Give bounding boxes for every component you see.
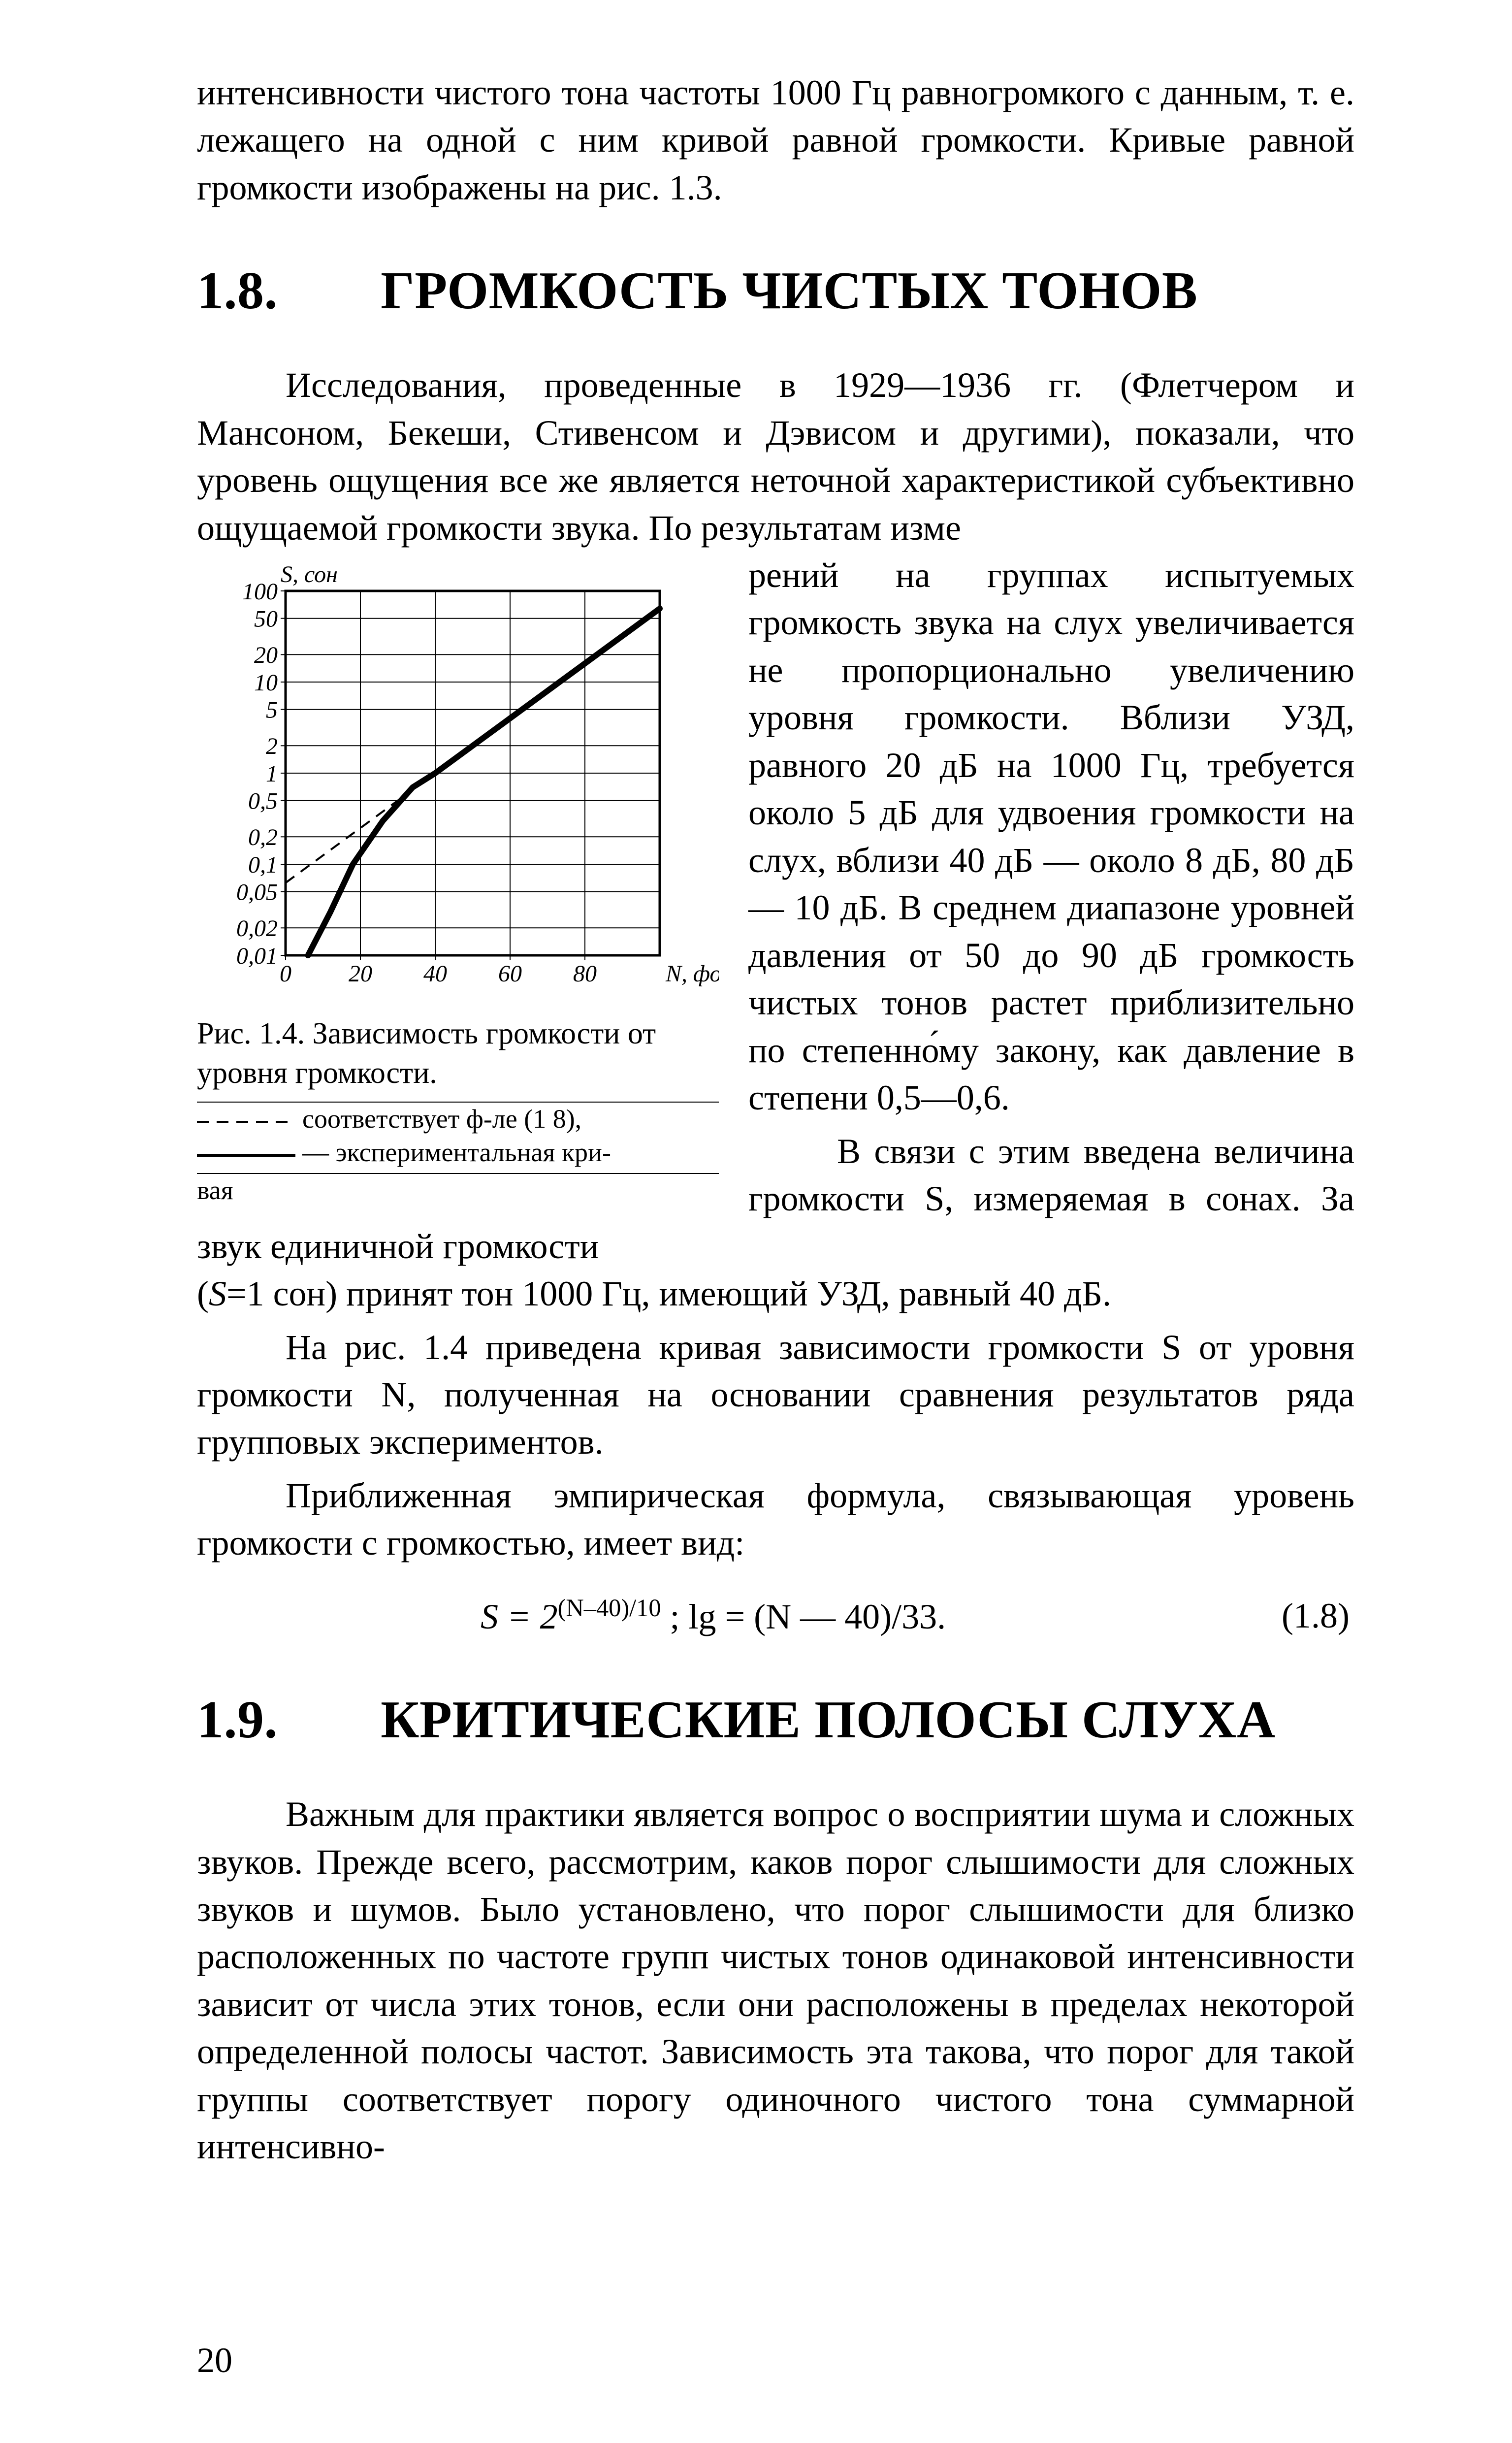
figure-caption: Рис. 1.4. Зависимость громкости от уровн… [197,1014,719,1093]
equation-number: (1.8) [1282,1592,1354,1639]
intro-paragraph: интенсивности чистого тона частоты 1000 … [197,69,1354,211]
svg-text:40: 40 [423,961,447,987]
equation-content: S = 2(N–40)/10 ; lg = (N — 40)/33. [197,1592,1282,1640]
svg-text:0,1: 0,1 [248,852,278,878]
svg-text:80: 80 [573,961,597,987]
svg-text:S, сон: S, сон [281,561,338,587]
svg-text:0: 0 [280,961,291,987]
figure-legend: соответствует ф-ле (1 8), — эксперимента… [197,1102,719,1207]
legend-text-2: — экспериментальная кри- [302,1136,719,1170]
svg-text:20: 20 [349,961,372,987]
p1-lead: Исследования, проведенные в 1929—1936 гг… [197,361,1354,552]
p3: На рис. 1.4 приведена кривая зависимости… [197,1324,1354,1466]
legend-text-1: соответствует ф-ле (1 8), [302,1103,719,1136]
legend-dash-sample [197,1103,295,1136]
svg-text:0,05: 0,05 [236,879,278,905]
svg-text:0,02: 0,02 [236,915,278,942]
svg-text:0,2: 0,2 [248,824,278,850]
svg-text:50: 50 [254,606,278,632]
legend-tail: вая [197,1174,233,1207]
equation-1-8: S = 2(N–40)/10 ; lg = (N — 40)/33. (1.8) [197,1592,1354,1640]
heading-title: КРИТИЧЕСКИЕ ПОЛОСЫ СЛУХА [381,1691,1275,1749]
svg-text:N, фон: N, фон [665,961,719,987]
svg-text:2: 2 [266,733,278,759]
svg-text:0,5: 0,5 [248,788,278,814]
section-heading-1-8: 1.8. ГРОМКОСТЬ ЧИСТЫХ ТОНОВ [197,256,1354,327]
svg-text:20: 20 [254,642,278,668]
p5: Важным для практики является вопрос о во… [197,1791,1354,2171]
page-number: 20 [197,2337,232,2384]
svg-text:10: 10 [254,670,278,696]
svg-text:100: 100 [242,579,278,605]
svg-text:60: 60 [498,961,522,987]
p4: Приближенная эмпирическая формула, связы… [197,1472,1354,1567]
heading-number: 1.9. [197,1685,367,1756]
svg-text:1: 1 [266,761,278,787]
heading-number: 1.8. [197,256,367,327]
section-heading-1-9: 1.9. КРИТИЧЕСКИЕ ПОЛОСЫ СЛУХА [197,1685,1354,1756]
figure-1-4: 1005020105210,50,20,10,050,020,010204060… [197,556,719,1207]
legend-solid-sample [197,1136,295,1170]
svg-text:5: 5 [266,697,278,723]
heading-title: ГРОМКОСТЬ ЧИСТЫХ ТОНОВ [381,261,1197,320]
svg-text:0,01: 0,01 [236,943,278,969]
p2-full: (S=1 сон) принят тон 1000 Гц, имеющий УЗ… [197,1270,1354,1317]
figure-1-4-chart: 1005020105210,50,20,10,050,020,010204060… [197,556,719,990]
